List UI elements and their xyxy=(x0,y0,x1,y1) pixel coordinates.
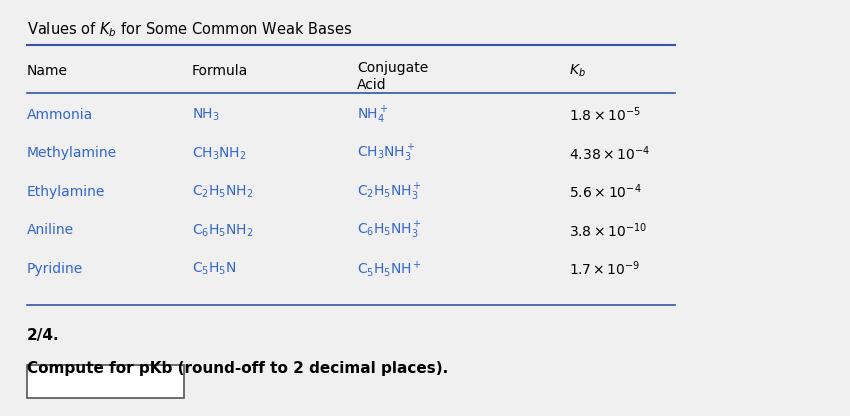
Text: Ethylamine: Ethylamine xyxy=(27,185,105,199)
Text: NH$_3$: NH$_3$ xyxy=(192,107,220,123)
Text: C$_2$H$_5$NH$_3^+$: C$_2$H$_5$NH$_3^+$ xyxy=(357,181,422,203)
Text: Name: Name xyxy=(27,64,68,78)
Text: NH$_4^+$: NH$_4^+$ xyxy=(357,104,388,126)
Text: Acid: Acid xyxy=(357,78,387,92)
Text: $1.7 \times 10^{-9}$: $1.7 \times 10^{-9}$ xyxy=(569,260,640,278)
Text: C$_5$H$_5$NH$^+$: C$_5$H$_5$NH$^+$ xyxy=(357,259,422,279)
Text: Ammonia: Ammonia xyxy=(27,108,93,122)
Text: Aniline: Aniline xyxy=(27,223,74,237)
Text: $5.6 \times 10^{-4}$: $5.6 \times 10^{-4}$ xyxy=(569,183,642,201)
Text: CH$_3$NH$_3^+$: CH$_3$NH$_3^+$ xyxy=(357,143,416,164)
Text: CH$_3$NH$_2$: CH$_3$NH$_2$ xyxy=(192,145,246,162)
Text: Values of $K_b$ for Some Common Weak Bases: Values of $K_b$ for Some Common Weak Bas… xyxy=(27,20,352,39)
Text: Conjugate: Conjugate xyxy=(357,61,428,75)
Text: Pyridine: Pyridine xyxy=(27,262,83,276)
Text: C$_6$H$_5$NH$_3^+$: C$_6$H$_5$NH$_3^+$ xyxy=(357,220,422,241)
FancyBboxPatch shape xyxy=(27,365,184,398)
Text: $1.8 \times 10^{-5}$: $1.8 \times 10^{-5}$ xyxy=(569,106,641,124)
Text: 2/4.: 2/4. xyxy=(27,328,60,343)
Text: C$_2$H$_5$NH$_2$: C$_2$H$_5$NH$_2$ xyxy=(192,184,253,200)
Text: Methylamine: Methylamine xyxy=(27,146,117,161)
Text: Compute for pKb (round-off to 2 decimal places).: Compute for pKb (round-off to 2 decimal … xyxy=(27,361,448,376)
Text: $3.8 \times 10^{-10}$: $3.8 \times 10^{-10}$ xyxy=(569,221,648,240)
Text: Formula: Formula xyxy=(192,64,248,78)
Text: C$_6$H$_5$NH$_2$: C$_6$H$_5$NH$_2$ xyxy=(192,222,253,238)
Text: $K_b$: $K_b$ xyxy=(569,63,586,79)
Text: $4.38 \times 10^{-4}$: $4.38 \times 10^{-4}$ xyxy=(569,144,650,163)
Text: C$_5$H$_5$N: C$_5$H$_5$N xyxy=(192,260,236,277)
